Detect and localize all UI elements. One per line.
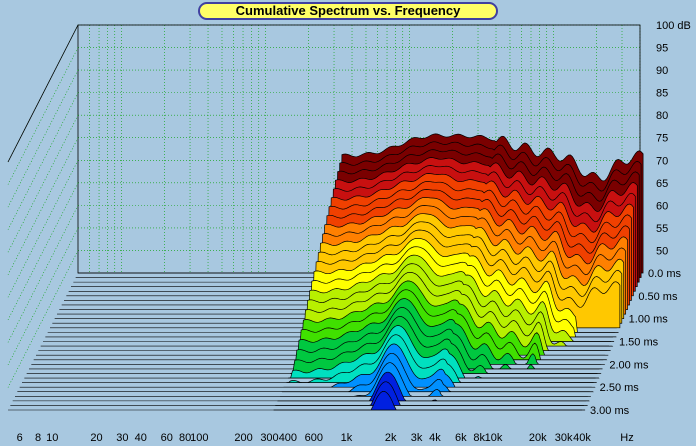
x-tick-label: 10 xyxy=(46,432,58,444)
x-tick-label: 40k xyxy=(573,432,591,444)
y-tick-label: 65 xyxy=(656,178,668,190)
y-tick-label: 85 xyxy=(656,88,668,100)
x-tick-label: 6k xyxy=(455,432,467,444)
left-wall-gridline xyxy=(7,47,79,185)
left-wall-gridline xyxy=(7,92,79,230)
x-tick-label: 8k xyxy=(473,432,485,444)
x-tick-label: 40 xyxy=(135,432,147,444)
y-tick-label: 95 xyxy=(656,43,668,55)
time-tick-label: 2.50 ms xyxy=(600,382,640,394)
y-tick-label: 80 xyxy=(656,110,668,122)
time-tick-label: 0.50 ms xyxy=(638,291,678,303)
x-tick-label: 300 xyxy=(260,432,278,444)
time-tick-label: 1.50 ms xyxy=(619,337,659,349)
time-tick-label: 2.00 ms xyxy=(609,359,649,371)
time-tick-label: 1.00 ms xyxy=(629,314,669,326)
spectrum-slice xyxy=(286,334,597,383)
spectrum-slice xyxy=(280,362,591,397)
y-axis-labels: 100 dB 95 90 85 80 75 70 65 60 55 50 xyxy=(656,20,691,257)
x-tick-label: 80 xyxy=(179,432,191,444)
y-tick-label: 90 xyxy=(656,65,668,77)
left-wall-edge xyxy=(7,24,79,163)
spectrum-slice xyxy=(283,343,596,388)
x-axis-unit: Hz xyxy=(620,432,633,444)
time-tick-label: 0.0 ms xyxy=(648,268,682,280)
x-tick-label: 200 xyxy=(234,432,252,444)
left-wall-gridline xyxy=(7,137,79,275)
y-tick-label: 75 xyxy=(656,133,668,145)
x-tick-label: 10k xyxy=(485,432,503,444)
x-tick-label: 30k xyxy=(555,432,573,444)
x-tick-label: 60 xyxy=(161,432,173,444)
left-wall xyxy=(7,24,79,388)
spectrum-slice xyxy=(281,352,594,393)
x-tick-label: 4k xyxy=(429,432,441,444)
x-tick-label: 30 xyxy=(116,432,128,444)
spectrum-slice xyxy=(274,381,589,406)
time-axis-labels: 0.0 ms 0.50 ms 1.00 ms 1.50 ms 2.00 ms 2.50 m… xyxy=(590,268,682,417)
left-wall-gridline xyxy=(7,115,79,253)
spectrum-slices xyxy=(273,133,644,411)
x-tick-label: 6 xyxy=(17,432,23,444)
left-wall-gridline xyxy=(7,227,79,366)
y-tick-label: 50 xyxy=(656,245,668,257)
y-tick-label: 100 dB xyxy=(656,20,691,32)
x-tick-label: 600 xyxy=(305,432,323,444)
time-tick-label: 3.00 ms xyxy=(590,405,630,417)
y-tick-label: 70 xyxy=(656,155,668,167)
left-wall-gridline xyxy=(7,69,79,208)
x-tick-label: 1k xyxy=(341,432,353,444)
y-tick-label: 55 xyxy=(656,223,668,235)
left-wall-gridline xyxy=(7,205,79,343)
x-tick-label: 8 xyxy=(35,432,41,444)
x-tick-label: 100 xyxy=(190,432,208,444)
spectrum-slice xyxy=(273,391,586,411)
x-tick-label: 400 xyxy=(279,432,297,444)
chart-title: Cumulative Spectrum vs. Frequency xyxy=(198,2,498,20)
x-tick-label: 20 xyxy=(90,432,102,444)
left-wall-gridline xyxy=(7,160,79,298)
y-tick-label: 60 xyxy=(656,200,668,212)
x-tick-label: 20k xyxy=(529,432,547,444)
x-tick-label: 2k xyxy=(385,432,397,444)
x-tick-label: 3k xyxy=(411,432,423,444)
spectrum-slice xyxy=(277,371,590,402)
left-wall-gridline xyxy=(7,182,79,320)
